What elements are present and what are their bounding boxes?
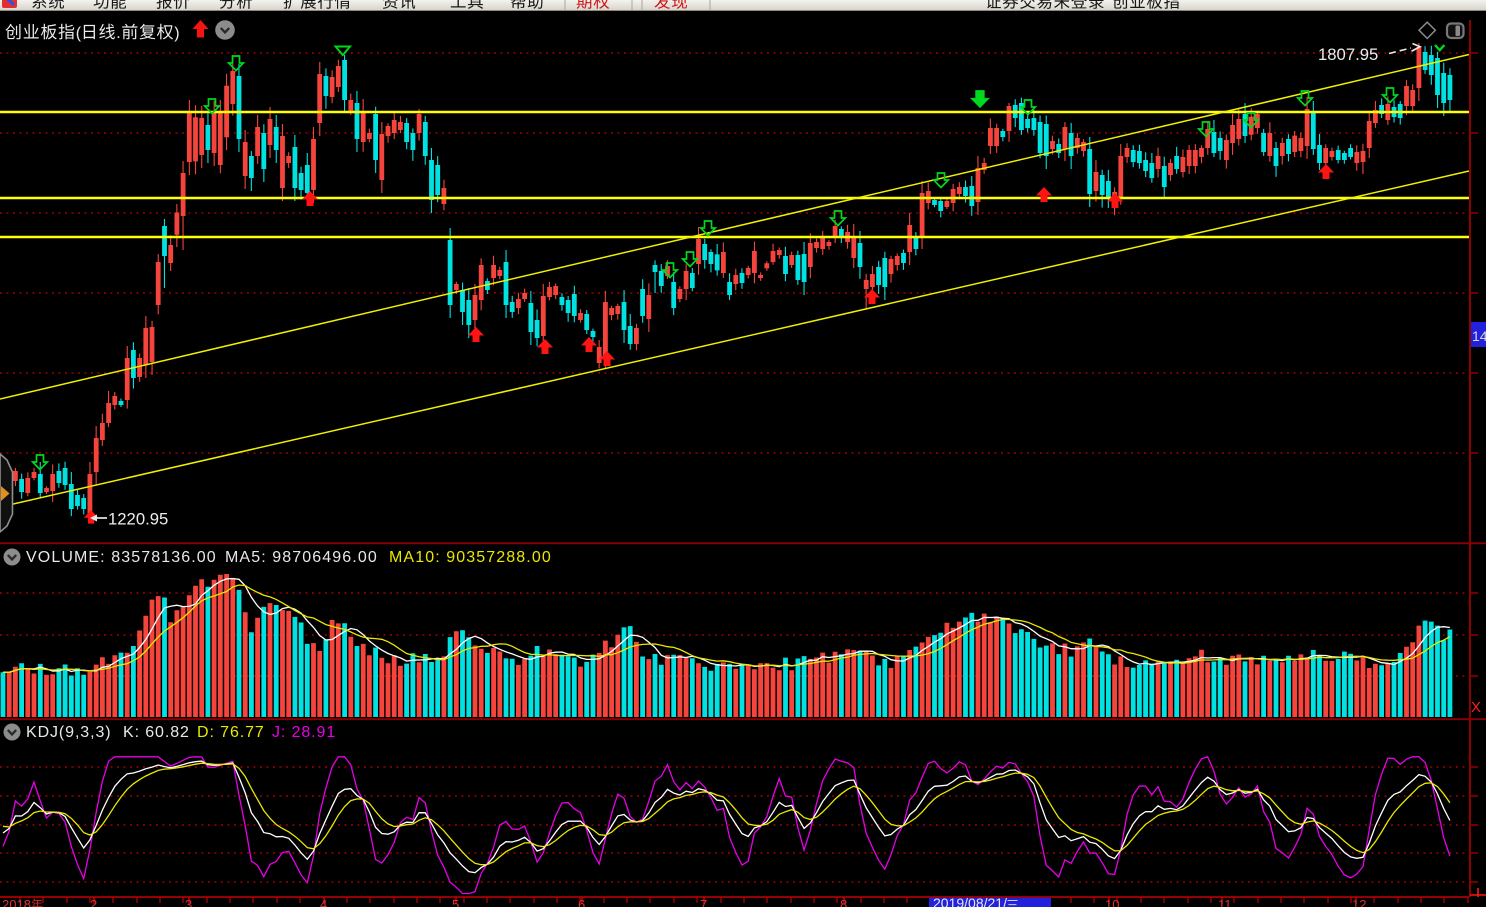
svg-text:8: 8 xyxy=(840,897,847,907)
svg-text:MA10: 90357288.00: MA10: 90357288.00 xyxy=(389,549,552,566)
svg-text:MA5: 98706496.00: MA5: 98706496.00 xyxy=(225,549,378,566)
svg-text:3: 3 xyxy=(185,897,192,907)
svg-text:J: 28.91: J: 28.91 xyxy=(272,724,336,741)
svg-text:K: 60.82: K: 60.82 xyxy=(123,724,190,741)
svg-text:X: X xyxy=(1471,699,1481,716)
svg-text:4: 4 xyxy=(320,897,327,907)
svg-text:D: 76.77: D: 76.77 xyxy=(197,724,265,741)
svg-text:.: . xyxy=(116,25,120,42)
svg-text:7: 7 xyxy=(700,897,707,907)
svg-text:KDJ(9,3,3): KDJ(9,3,3) xyxy=(26,724,111,741)
svg-text:11: 11 xyxy=(1218,897,1232,907)
svg-text:6: 6 xyxy=(578,897,585,907)
svg-text:): ) xyxy=(174,25,179,42)
svg-text:14: 14 xyxy=(1472,328,1486,344)
svg-text:2018: 2018 xyxy=(2,897,31,907)
svg-text:12: 12 xyxy=(1352,897,1366,907)
svg-text:2019/08/21/: 2019/08/21/ xyxy=(933,895,1007,907)
svg-text:10: 10 xyxy=(1105,897,1119,907)
svg-text:2: 2 xyxy=(90,897,97,907)
svg-text:(: ( xyxy=(76,25,82,42)
svg-text:5: 5 xyxy=(452,897,459,907)
svg-text:VOLUME: 83578136.00: VOLUME: 83578136.00 xyxy=(26,549,217,566)
svg-text:1807.95: 1807.95 xyxy=(1318,45,1378,64)
svg-text:1220.95: 1220.95 xyxy=(108,510,168,529)
